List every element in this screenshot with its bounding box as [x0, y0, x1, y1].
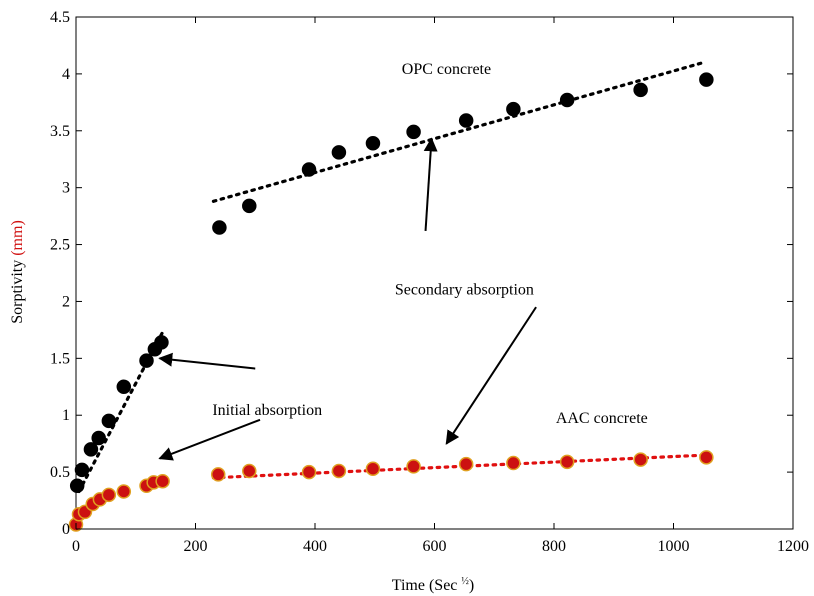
aac-concrete-point — [699, 450, 714, 465]
x-tick-label: 0 — [72, 538, 80, 555]
aac-concrete-point — [301, 464, 317, 480]
opc-concrete-point — [506, 101, 521, 117]
opc-concrete-point — [83, 442, 99, 457]
aac-concrete-point — [365, 461, 381, 476]
plot-border — [75, 16, 794, 530]
aac-concrete-point — [633, 452, 648, 467]
aac-label: AAC concrete — [556, 410, 648, 427]
trendline — [211, 60, 705, 203]
opc-concrete-point — [242, 198, 257, 214]
y-tick-label: 0 — [62, 521, 70, 538]
opc-concrete-point — [301, 162, 317, 177]
aac-concrete-point — [155, 473, 170, 489]
y-tick-label: 4.5 — [50, 9, 70, 26]
axis-ticks: 0 200 400 600 800 1000 1200 0 0.5 1 1.5 2 2.5 3 3.5 4 4.… — [50, 9, 809, 555]
annotations: OPC concrete AAC concrete Secondary absorp… — [212, 61, 647, 427]
annotation-arrow — [158, 352, 256, 370]
annotation-arrows — [158, 137, 537, 461]
opc-concrete-point — [212, 220, 227, 235]
opc-label: OPC concrete — [402, 61, 491, 78]
y-tick-label: 4 — [62, 66, 70, 83]
aac-concrete-point — [406, 459, 421, 474]
aac-concrete-point — [559, 454, 575, 470]
x-tick-label: 200 — [184, 538, 208, 555]
opc-concrete-point — [458, 113, 474, 128]
opc-concrete-point — [559, 92, 575, 108]
x-axis-title: Time (Sec ½) — [392, 576, 474, 594]
opc-concrete-point — [74, 462, 90, 478]
opc-concrete-point — [69, 478, 85, 494]
opc-concrete-point — [91, 430, 106, 446]
aac-concrete-point — [116, 484, 132, 499]
aac-concrete-point — [331, 463, 347, 479]
opc-concrete-point — [116, 379, 132, 395]
x-tick-label: 400 — [303, 538, 327, 555]
opc-concrete-point — [365, 136, 381, 151]
annotation-arrow — [158, 418, 261, 461]
aac-concrete-point — [210, 467, 226, 482]
data-points — [68, 72, 714, 532]
aac-concrete-point — [506, 455, 521, 471]
trendline — [77, 330, 165, 494]
annotation-arrow — [445, 306, 537, 445]
opc-concrete-point — [101, 413, 117, 429]
opc-concrete-point — [699, 72, 714, 87]
y-tick-label: 2 — [62, 293, 70, 310]
x-tick-label: 600 — [423, 538, 447, 555]
opc-concrete-point — [633, 82, 648, 98]
initial-label: Initial absorption — [212, 402, 322, 419]
y-tick-label: 3 — [62, 180, 70, 197]
plot-area — [75, 16, 794, 530]
aac-concrete-point — [458, 456, 474, 472]
y-axis-title: Sorptivity (mm) — [9, 220, 26, 324]
aac-concrete-point — [101, 487, 117, 503]
y-tick-label: 1.5 — [50, 350, 70, 367]
y-tick-label: 0.5 — [50, 464, 70, 481]
x-tick-label: 1000 — [658, 538, 690, 555]
opc-concrete-point — [154, 335, 169, 350]
x-tick-label: 800 — [542, 538, 566, 555]
x-tick-label: 1200 — [777, 538, 809, 555]
opc-concrete-point — [406, 124, 421, 140]
y-tick-label: 3.5 — [50, 123, 70, 140]
secondary-label: Secondary absorption — [395, 282, 534, 299]
opc-concrete-point — [139, 353, 154, 368]
aac-concrete-point — [242, 463, 257, 479]
y-tick-label: 1 — [62, 407, 70, 424]
opc-concrete-point — [331, 145, 347, 160]
y-tick-label: 2.5 — [50, 237, 70, 254]
annotation-arrow — [423, 137, 438, 231]
